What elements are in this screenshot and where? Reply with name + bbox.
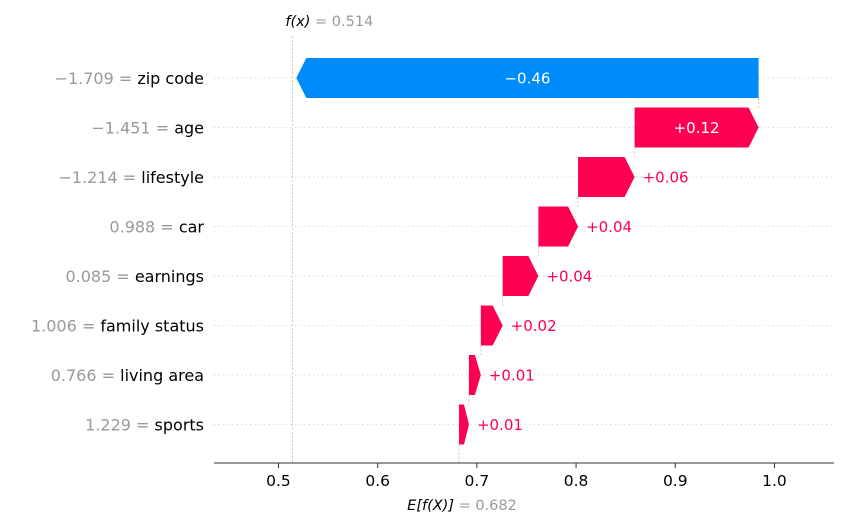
bar-zip-code <box>296 58 759 98</box>
bar-value-label: +0.12 <box>674 119 720 137</box>
bar-value-label: +0.01 <box>477 416 523 434</box>
feature-label: 1.229 = sports <box>85 416 204 435</box>
feature-name: family status <box>100 317 204 336</box>
x-tick-label: 0.9 <box>663 472 688 490</box>
bar-sports <box>459 404 469 445</box>
feature-name: car <box>179 218 205 237</box>
feature-name: sports <box>155 416 204 435</box>
reference-lines <box>291 36 760 463</box>
bar-value-label: +0.01 <box>489 367 535 385</box>
bar-earnings <box>502 256 539 296</box>
x-tick-label: 0.5 <box>266 472 291 490</box>
x-tick-label: 0.7 <box>465 472 490 490</box>
feature-value: 1.229 = <box>85 416 154 435</box>
feature-name: earnings <box>135 267 204 286</box>
fx-annotation: f(x) = 0.514 <box>285 14 373 30</box>
feature-label: −1.451 = age <box>91 119 204 138</box>
bar-value-label: −0.46 <box>504 70 550 88</box>
feature-label: 0.766 = living area <box>51 366 204 385</box>
bar-value-label: +0.04 <box>586 218 632 236</box>
bar-value-label: +0.02 <box>511 317 557 335</box>
fx-label: f(x) <box>285 14 310 30</box>
feature-name: lifestyle <box>141 168 204 187</box>
x-tick-label: 0.8 <box>564 472 589 490</box>
bar-car <box>538 206 579 247</box>
bar-family-status <box>480 305 503 346</box>
fx-value: = 0.514 <box>315 14 373 30</box>
bar-age <box>634 107 759 148</box>
contribution-bars: −0.46 +0.12 +0.06 +0.04 +0.04 +0.02 +0.01 +0.01 <box>296 58 759 445</box>
feature-value: 0.988 = <box>109 218 178 237</box>
x-axis: 0.5 0.6 0.7 0.8 0.9 1.0 <box>214 462 834 490</box>
feature-label: 0.988 = car <box>109 218 204 237</box>
feature-name: living area <box>120 366 204 385</box>
feature-value: −1.709 = <box>55 69 138 88</box>
bar-living-area <box>468 355 481 395</box>
x-tick-label: 0.6 <box>365 472 390 490</box>
feature-label: −1.709 = zip code <box>55 69 204 88</box>
feature-value: 0.085 = <box>65 267 134 286</box>
feature-label: 1.006 = family status <box>31 317 204 336</box>
efx-annotation: E[f(X)] = 0.682 <box>407 498 517 514</box>
feature-value: 0.766 = <box>51 366 120 385</box>
efx-label: E[f(X)] <box>407 498 454 514</box>
bar-lifestyle <box>578 157 635 197</box>
feature-value: −1.214 = <box>58 168 141 187</box>
feature-labels: −1.709 = zip code −1.451 = age −1.214 = li… <box>31 69 204 435</box>
feature-label: −1.214 = lifestyle <box>58 168 204 187</box>
feature-name: age <box>174 119 204 138</box>
efx-value: = 0.682 <box>459 498 517 514</box>
feature-label: 0.085 = earnings <box>65 267 204 286</box>
x-tick-label: 1.0 <box>762 472 787 490</box>
feature-value: −1.451 = <box>91 119 174 138</box>
bar-value-label: +0.06 <box>643 169 689 187</box>
bar-value-label: +0.04 <box>546 268 592 286</box>
feature-name: zip code <box>137 69 204 88</box>
feature-value: 1.006 = <box>31 317 100 336</box>
